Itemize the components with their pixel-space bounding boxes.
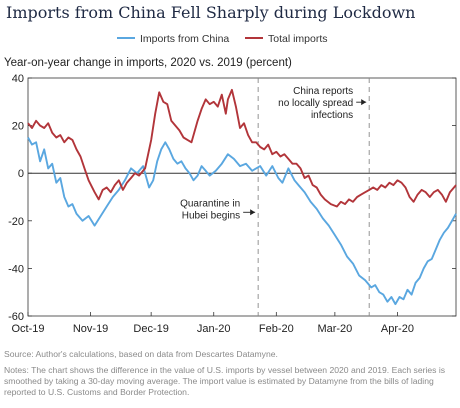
y-tick-label: 0 (18, 168, 24, 180)
event-label: Hubei begins (182, 210, 240, 221)
x-tick-label: Oct-19 (11, 323, 44, 335)
legend-swatch-china (117, 37, 135, 40)
y-tick-label: 20 (12, 121, 24, 133)
series-line (27, 88, 457, 208)
source-note: Source: Author's calculations, based on … (4, 349, 278, 359)
event-label: Quarantine in (180, 198, 240, 209)
event-label: China reports (293, 86, 353, 97)
y-tick-label: 40 (12, 73, 24, 85)
line-chart: -60 -40 -20 0 20 40 Oct-19 Nov-19 Dec-19 Jan-20 Fe… (8, 73, 457, 335)
series-line (27, 137, 457, 306)
x-tick-label: Nov-19 (73, 323, 108, 335)
chart-subtitle: Year-on-year change in imports, 2020 vs.… (4, 57, 292, 69)
x-tick-label: Mar-20 (317, 323, 352, 335)
notes: Notes: The chart shows the difference in… (4, 365, 446, 397)
x-tick-label: Apr-20 (381, 323, 414, 335)
event-label: no locally spread (278, 98, 353, 109)
x-tick-label: Jan-20 (197, 323, 231, 335)
y-tick-label: -60 (8, 311, 24, 323)
legend-swatch-total (245, 37, 263, 40)
event-label: infections (311, 110, 353, 121)
legend: Imports from China Total imports (0, 33, 460, 47)
x-tick-label: Feb-20 (259, 323, 294, 335)
y-tick-label: -40 (8, 263, 24, 275)
y-tick-label: -20 (8, 216, 24, 228)
x-tick-label: Dec-19 (133, 323, 168, 335)
legend-item-total: Total imports (245, 33, 328, 45)
legend-item-china: Imports from China (117, 33, 229, 45)
event-arrowhead (250, 209, 256, 216)
plot-frame (27, 77, 457, 317)
legend-label-total: Total imports (268, 33, 328, 45)
legend-label-china: Imports from China (140, 33, 230, 45)
chart-title: Imports from China Fell Sharply during L… (6, 3, 416, 22)
event-arrowhead (361, 99, 367, 106)
